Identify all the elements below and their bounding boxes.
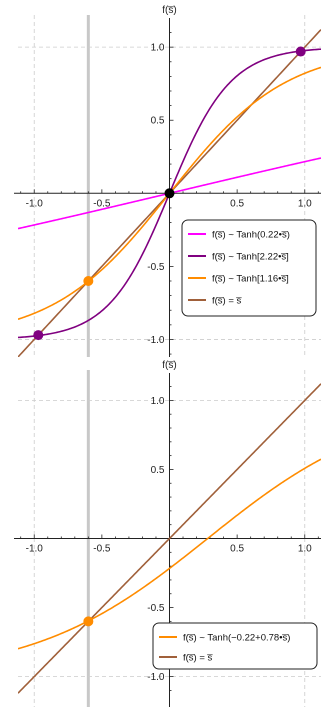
y-tick-label: -0.5 [147,603,165,614]
x-tick-label: -0.5 [93,544,111,555]
legend-label: f(s̅) ~ Tanh[2.22•s̅] [212,252,289,263]
y-tick-label: 1.0 [151,43,165,54]
y-tick-label: -0.5 [147,262,165,273]
series-line [18,383,321,694]
legend: f(s̅) ~ Tanh(−0.22+0.78•s̅) f(s̅) = s̅ [152,622,318,670]
x-tick-label: -1.0 [26,198,44,209]
x-tick-label: 0.5 [230,198,244,209]
legend-box [152,622,318,670]
legend-box [181,219,317,317]
fixed-point-marker [33,330,44,341]
x-tick-label: 1.0 [298,544,312,555]
y-tick-label: -1.0 [147,335,165,346]
y-tick-label: 0.5 [151,465,165,476]
fixed-point-marker [164,188,175,199]
x-tick-label: -0.5 [93,198,111,209]
series-line [18,458,321,650]
x-tick-label: -1.0 [26,544,44,555]
y-axis-label: f(s̅) [162,5,176,16]
legend-label: f(s̅) ~ Tanh(−0.22+0.78•s̅) [183,633,290,644]
fixed-point-marker [83,276,94,286]
fixed-point-marker [83,616,94,627]
bottom-plot: -1.0 -0.5 0.5 1.0 -1.0 -0.5 0.5 1.0 f(s̅) f(s̅) ~… [14,360,321,707]
fixed-point-marker [295,46,306,57]
top-plot: -1.0 -0.5 0.5 1.0 -1.0 -0.5 0.5 1.0 f(s̅) f(s̅) ~… [14,5,321,357]
x-tick-label: 0.5 [230,544,244,555]
legend-label: f(s̅) = s̅ [212,296,242,307]
legend-label: f(s̅) ~ Tanh(0.22•s̅) [212,230,290,241]
legend-label: f(s̅) = s̅ [183,653,213,664]
y-tick-label: -1.0 [147,672,165,683]
x-tick-label: 1.0 [298,198,312,209]
y-axis-label: f(s̅) [162,360,176,371]
legend-label: f(s̅) ~ Tanh[1.16•s̅] [212,274,289,285]
legend: f(s̅) ~ Tanh(0.22•s̅) f(s̅) ~ Tanh[2.22•s… [181,219,317,317]
y-tick-label: 1.0 [151,396,165,407]
y-tick-label: 0.5 [151,116,165,127]
